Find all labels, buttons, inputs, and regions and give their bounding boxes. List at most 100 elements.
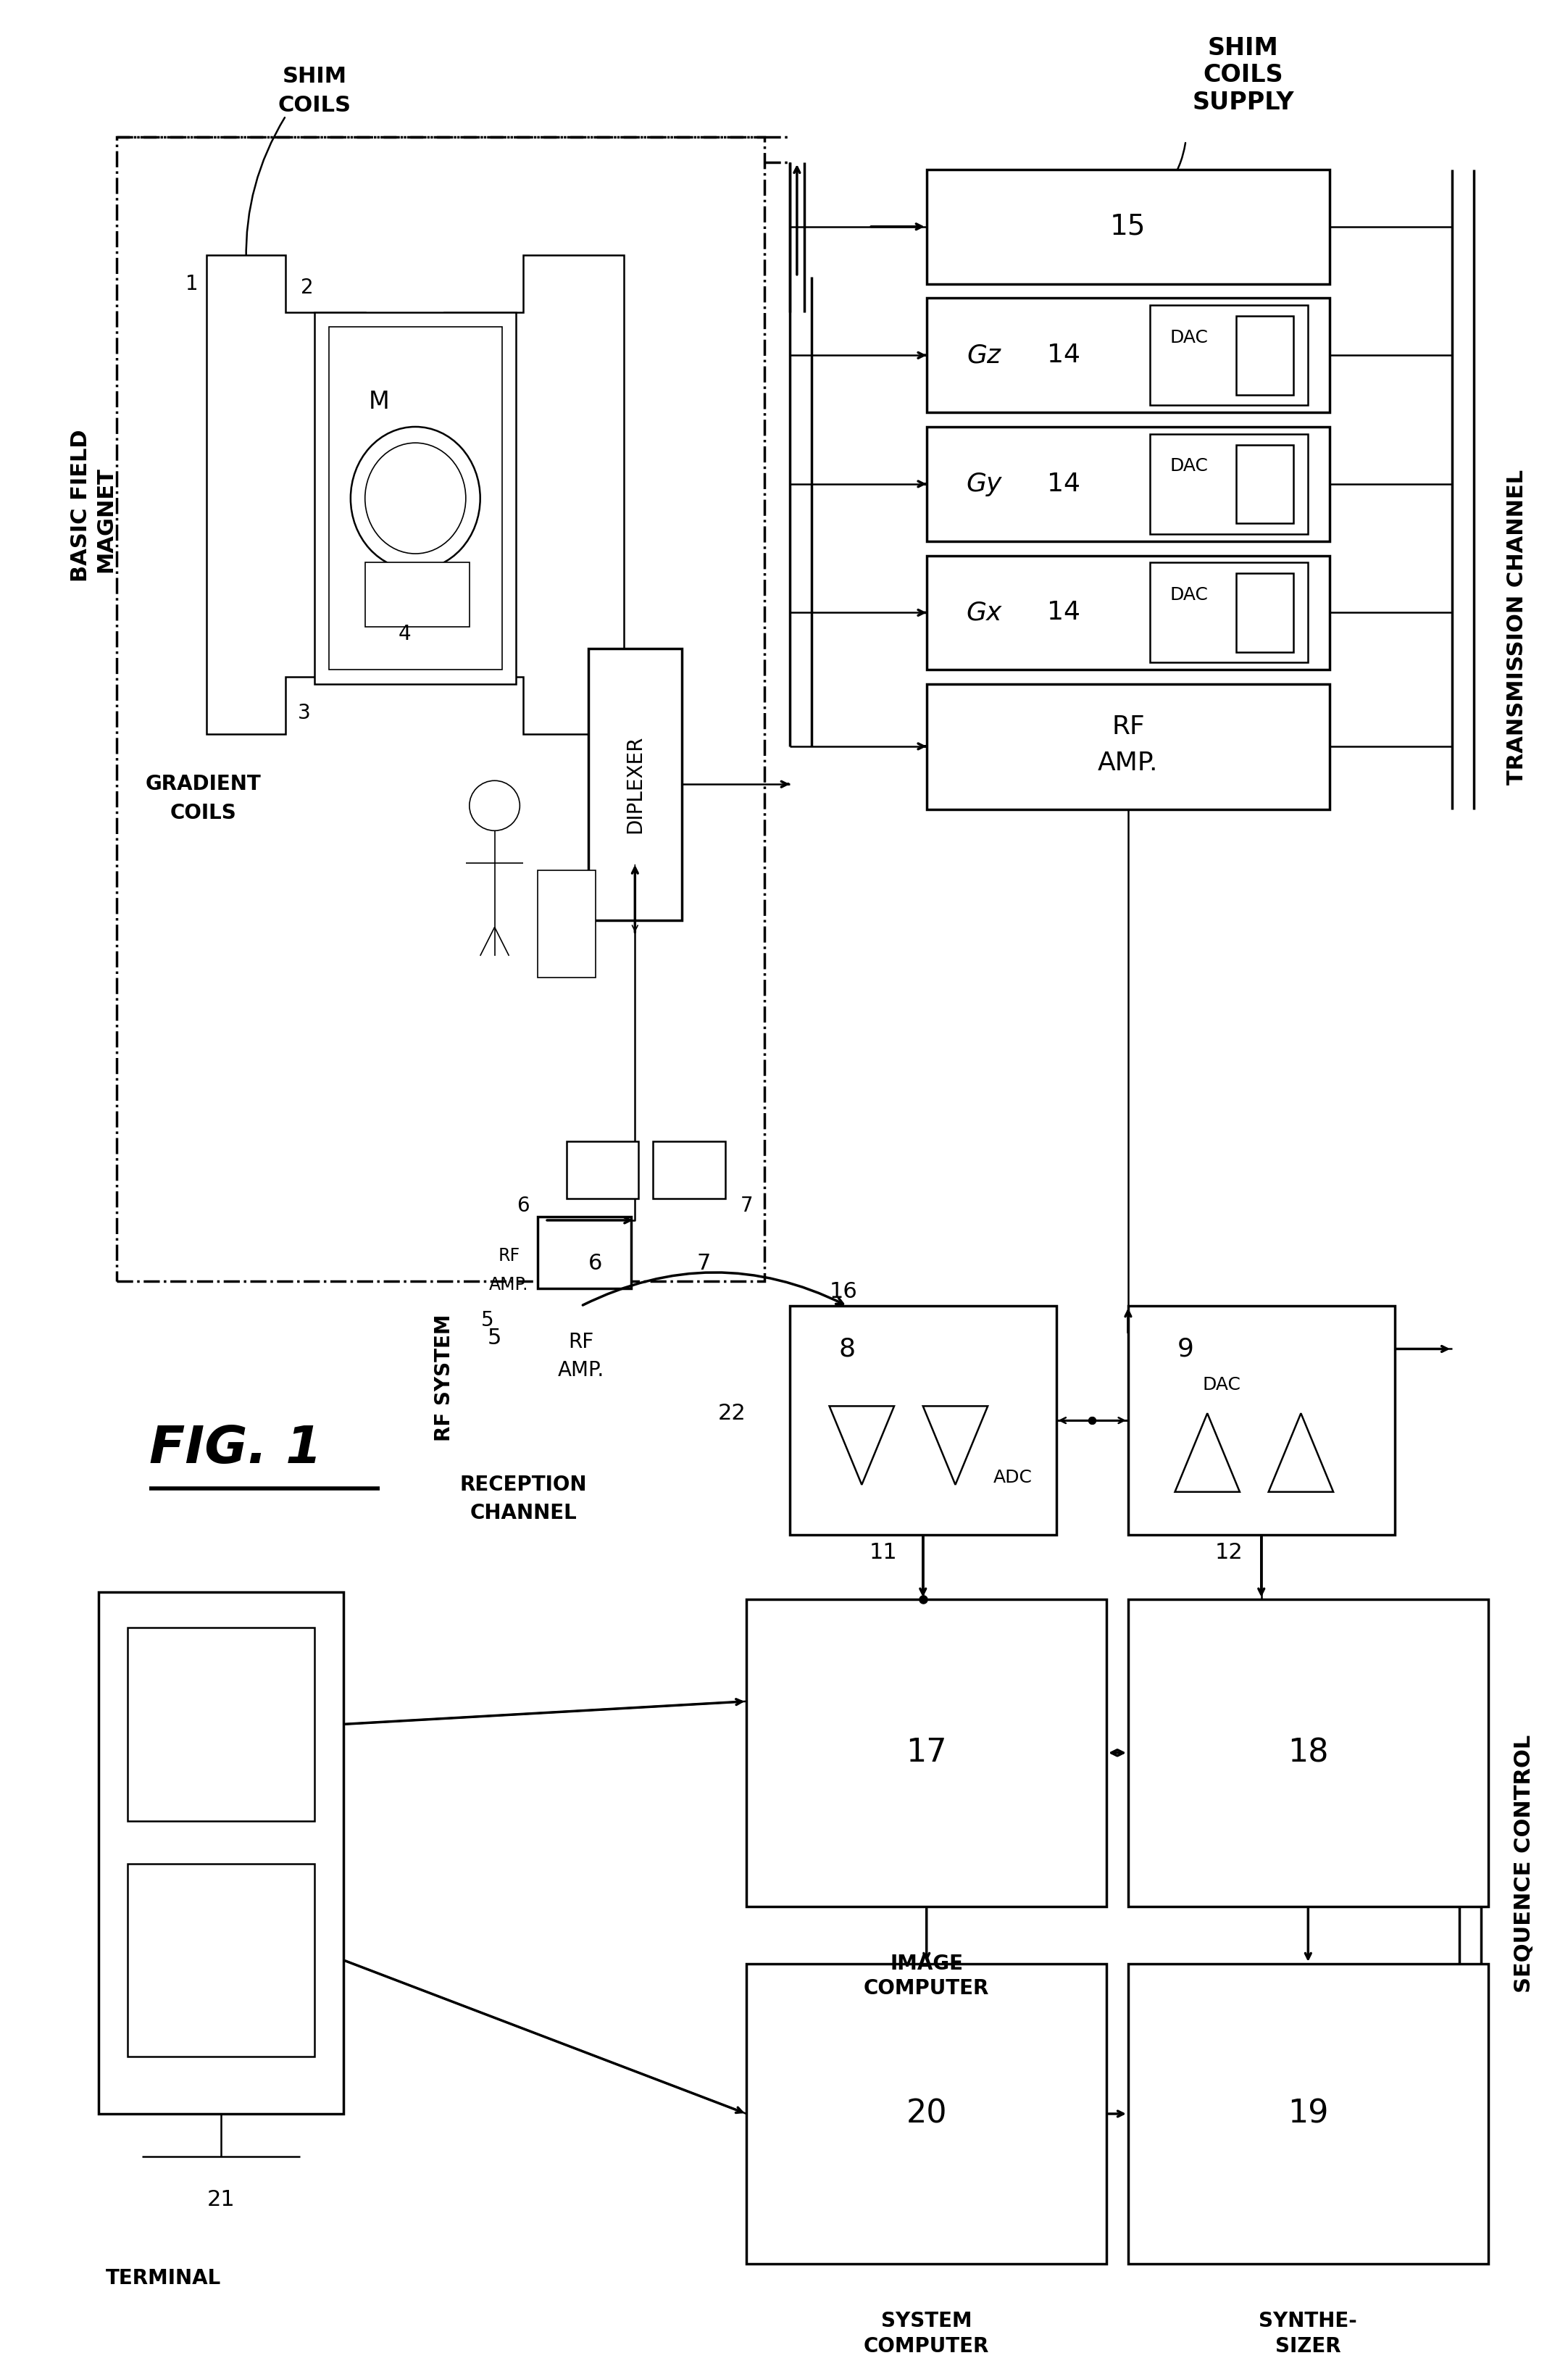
Text: AMP.: AMP. xyxy=(558,1361,604,1379)
Text: 12: 12 xyxy=(1215,1542,1243,1563)
Text: AMP.: AMP. xyxy=(489,1276,528,1292)
Bar xyxy=(538,870,596,976)
Text: 15: 15 xyxy=(1110,212,1146,241)
Bar xyxy=(927,170,1330,283)
Text: BASIC FIELD: BASIC FIELD xyxy=(71,429,91,582)
Text: SHIM: SHIM xyxy=(1207,35,1279,59)
Text: 3: 3 xyxy=(298,703,310,724)
Text: SEQUENCE CONTROL: SEQUENCE CONTROL xyxy=(1513,1735,1535,1993)
Text: 4: 4 xyxy=(398,625,411,644)
Text: 19: 19 xyxy=(1287,2099,1328,2129)
Text: 20: 20 xyxy=(906,2099,947,2129)
Text: RF: RF xyxy=(1112,714,1145,740)
Bar xyxy=(746,1599,1107,1908)
Bar xyxy=(1149,434,1308,533)
Bar xyxy=(927,297,1330,413)
Text: SUPPLY: SUPPLY xyxy=(1192,90,1294,113)
Bar xyxy=(365,564,469,627)
Bar xyxy=(1149,564,1308,663)
Text: MAGNET: MAGNET xyxy=(96,467,116,573)
Bar xyxy=(1149,304,1308,406)
Text: FIG. 1: FIG. 1 xyxy=(149,1424,321,1474)
Bar xyxy=(127,1627,315,1820)
Text: RF: RF xyxy=(568,1332,594,1351)
Text: RECEPTION: RECEPTION xyxy=(459,1474,586,1495)
Text: 18: 18 xyxy=(1287,1738,1328,1768)
Polygon shape xyxy=(1174,1412,1240,1493)
Text: M: M xyxy=(368,389,390,413)
Bar xyxy=(99,1592,343,2113)
Bar xyxy=(927,427,1330,540)
Text: 8: 8 xyxy=(839,1337,856,1361)
Text: DAC: DAC xyxy=(1170,587,1209,604)
Text: DAC: DAC xyxy=(1170,328,1209,347)
Polygon shape xyxy=(829,1405,894,1486)
Ellipse shape xyxy=(351,427,480,571)
Polygon shape xyxy=(444,255,624,733)
Bar xyxy=(538,1217,632,1287)
Text: 14: 14 xyxy=(1047,342,1080,368)
Ellipse shape xyxy=(365,443,466,554)
Bar xyxy=(1127,1599,1488,1908)
Polygon shape xyxy=(207,255,365,733)
Polygon shape xyxy=(1269,1412,1333,1493)
Text: COILS: COILS xyxy=(1203,64,1283,87)
Bar xyxy=(1127,1964,1488,2264)
Text: DAC: DAC xyxy=(1170,457,1209,474)
Bar xyxy=(1236,446,1294,523)
Text: Gx: Gx xyxy=(966,601,1002,625)
Text: Gy: Gy xyxy=(966,472,1002,495)
Text: 6: 6 xyxy=(517,1196,530,1217)
Text: 5: 5 xyxy=(488,1328,502,1349)
Text: DIPLEXER: DIPLEXER xyxy=(624,736,644,832)
Text: CHANNEL: CHANNEL xyxy=(470,1502,577,1523)
Text: 7: 7 xyxy=(740,1196,753,1217)
Text: SYSTEM: SYSTEM xyxy=(881,2311,972,2332)
Text: RF SYSTEM: RF SYSTEM xyxy=(434,1313,455,1441)
Bar xyxy=(927,556,1330,670)
Bar xyxy=(329,328,502,670)
Text: SYNTHE-: SYNTHE- xyxy=(1259,2311,1358,2332)
Bar xyxy=(315,311,516,684)
Bar xyxy=(1236,316,1294,394)
Text: 22: 22 xyxy=(718,1403,746,1424)
Text: GRADIENT: GRADIENT xyxy=(146,773,260,795)
Text: AMP.: AMP. xyxy=(1098,750,1159,776)
Bar xyxy=(746,1964,1107,2264)
Text: COILS: COILS xyxy=(278,94,351,116)
Bar xyxy=(1127,1306,1394,1535)
Text: 7: 7 xyxy=(696,1252,710,1273)
Text: DAC: DAC xyxy=(1203,1377,1240,1394)
Text: 17: 17 xyxy=(906,1738,947,1768)
Text: 2: 2 xyxy=(301,278,314,297)
Text: SIZER: SIZER xyxy=(1275,2337,1341,2356)
Circle shape xyxy=(469,780,519,830)
Bar xyxy=(927,684,1330,809)
Text: 1: 1 xyxy=(187,274,199,295)
Text: 14: 14 xyxy=(1047,472,1080,495)
Text: IMAGE: IMAGE xyxy=(891,1952,963,1974)
Text: 14: 14 xyxy=(1047,601,1080,625)
Text: 5: 5 xyxy=(481,1311,494,1330)
Text: Gz: Gz xyxy=(967,342,1002,368)
Bar xyxy=(790,1306,1057,1535)
Text: RF: RF xyxy=(499,1247,521,1264)
Bar xyxy=(566,1141,638,1198)
Text: COMPUTER: COMPUTER xyxy=(864,1978,989,2000)
Text: ADC: ADC xyxy=(994,1469,1032,1486)
Bar xyxy=(116,137,765,1280)
Text: 16: 16 xyxy=(829,1280,858,1302)
Text: TRANSMISSION CHANNEL: TRANSMISSION CHANNEL xyxy=(1507,469,1527,785)
Text: COILS: COILS xyxy=(169,802,237,823)
Text: 6: 6 xyxy=(588,1252,602,1273)
Bar xyxy=(588,648,682,920)
Text: 9: 9 xyxy=(1178,1337,1193,1361)
Bar xyxy=(127,1863,315,2056)
Polygon shape xyxy=(924,1405,988,1486)
Text: SHIM: SHIM xyxy=(282,66,347,87)
Text: TERMINAL: TERMINAL xyxy=(105,2268,221,2287)
Text: 11: 11 xyxy=(869,1542,897,1563)
Bar xyxy=(652,1141,724,1198)
Text: COMPUTER: COMPUTER xyxy=(864,2337,989,2356)
Bar xyxy=(1236,573,1294,651)
